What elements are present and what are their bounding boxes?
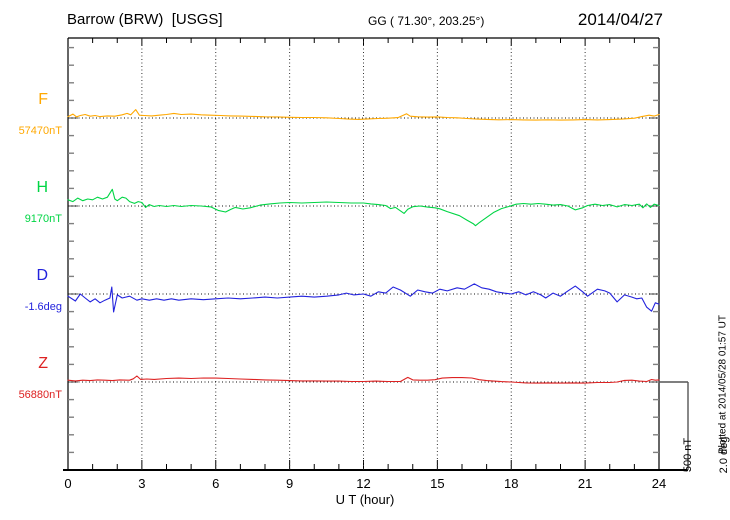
channel-letter-D: D: [36, 267, 48, 284]
x-axis-title: U T (hour): [335, 492, 395, 507]
plotted-at-note: Plotted at 2014/05/28 01:57 UT: [717, 315, 729, 454]
observation-date: 2014/04/27: [577, 10, 663, 29]
geographic-coordinates: GG ( 71.30°, 203.25°): [368, 14, 485, 28]
station-title: Barrow (BRW) [USGS]: [67, 11, 223, 28]
x-tick-label-3: 3: [138, 476, 146, 491]
channel-letter-H: H: [36, 179, 48, 196]
channel-letter-Z: Z: [38, 355, 48, 372]
x-tick-label-21: 21: [577, 476, 593, 491]
trace-D: [67, 283, 660, 313]
x-tick-label-15: 15: [430, 476, 445, 491]
scale-nt-label: 500 nT: [682, 437, 694, 473]
channel-baseline-value-Z: 56880nT: [18, 389, 62, 401]
channel-baseline-value-D: -1.6deg: [24, 301, 62, 313]
x-tick-label-18: 18: [504, 476, 519, 491]
trace-Z: [67, 375, 660, 384]
x-tick-label-9: 9: [286, 476, 294, 491]
trace-F: [67, 109, 660, 121]
channel-baseline-value-F: 57470nT: [18, 125, 62, 137]
x-tick-label-0: 0: [64, 476, 72, 491]
channel-letter-F: F: [38, 91, 48, 108]
x-tick-label-24: 24: [651, 476, 667, 491]
channel-baseline-value-H: 9170nT: [24, 213, 62, 225]
x-tick-label-12: 12: [356, 476, 371, 491]
x-tick-label-6: 6: [212, 476, 220, 491]
trace-H: [67, 188, 660, 227]
